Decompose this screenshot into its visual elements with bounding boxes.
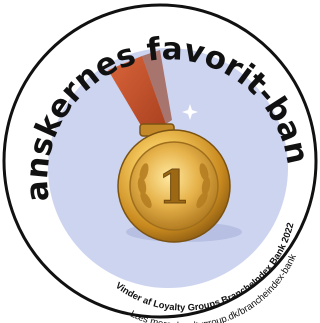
medal-number: 1 (158, 160, 190, 214)
medal-icon: 1 (117, 129, 242, 243)
laurel-wreath-icon (137, 163, 211, 209)
ribbon-icon (108, 50, 175, 137)
badge-ring (2, 3, 318, 319)
sparkle-icon (182, 104, 198, 120)
